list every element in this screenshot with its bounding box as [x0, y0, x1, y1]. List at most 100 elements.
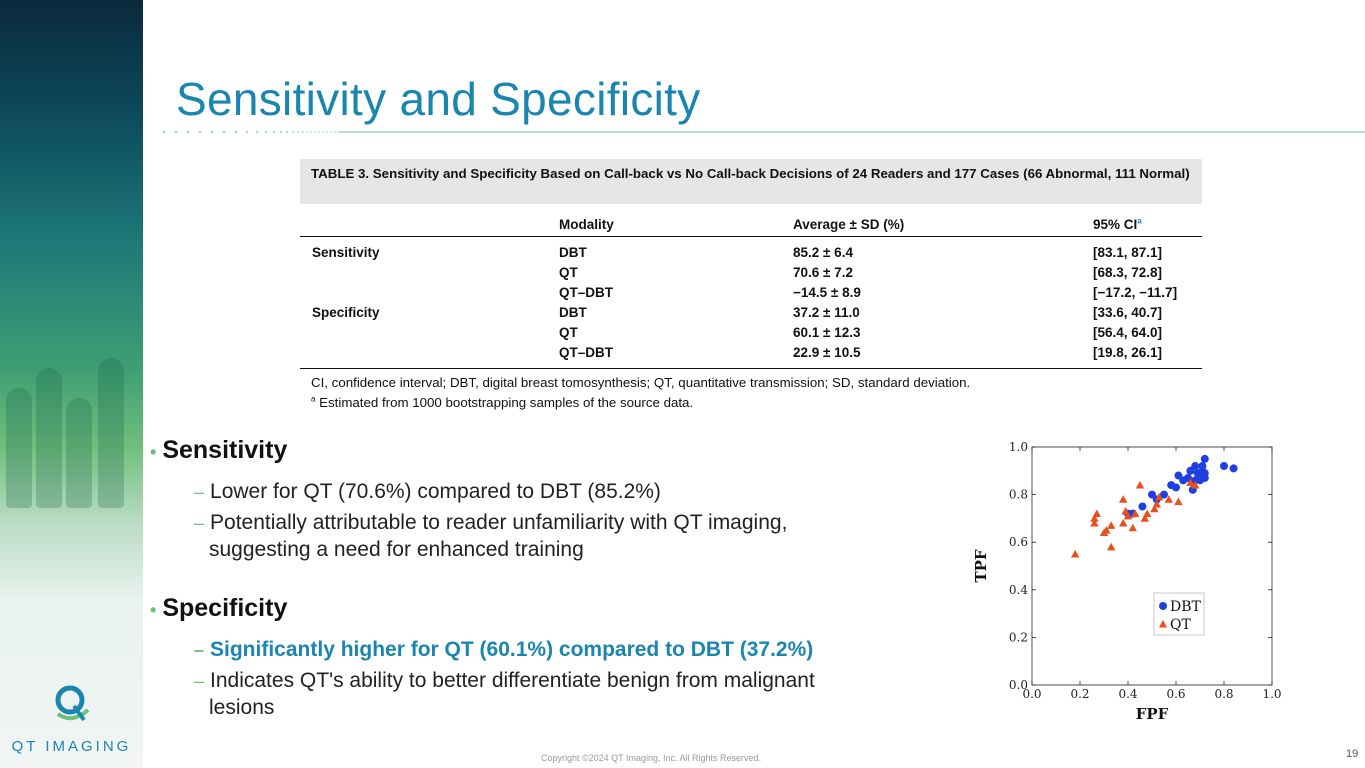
dash-icon: – [194, 671, 205, 691]
sub-bullet-continuation: lesions [209, 696, 275, 719]
qt-data-point [1143, 509, 1152, 517]
y-tick-label: 0.0 [1009, 678, 1028, 692]
legend-label: QT [1170, 617, 1191, 633]
qt-data-point [1090, 514, 1099, 522]
roc-scatter-chart: 0.0 0.2 0.4 0.6 0.8 1.0 0.0 0.2 0.4 0.6 0.8 1.0 FPF T… [970, 437, 1288, 733]
dbt-data-point [1220, 462, 1228, 471]
y-tick-label: 0.2 [1009, 630, 1028, 644]
cell-average: 60.1 ± 12.3 [793, 325, 861, 340]
bullet-sensitivity: • Sensitivity [150, 436, 287, 465]
table-footnotes: CI, confidence interval; DBT, digital br… [300, 369, 1202, 413]
dbt-data-point [1229, 464, 1238, 473]
y-tick-label: 1.0 [1009, 440, 1028, 454]
y-tick-label: 0.8 [1009, 488, 1028, 502]
logo-mark-icon [55, 685, 90, 722]
qt-data-point [1152, 499, 1161, 508]
header-ci-footnote-mark: a [1137, 216, 1142, 226]
silhouette-decoration [36, 368, 62, 508]
table-row: QT 60.1 ± 12.3 [56.4, 64.0] [300, 325, 1202, 345]
qt-data-point [1102, 526, 1111, 534]
decorative-side-band: QT IMAGING [0, 0, 143, 768]
table-row: QT–DBT −14.5 ± 8.9 [−17.2, −11.7] [300, 285, 1202, 305]
sub-bullet-continuation: suggesting a need for enhanced training [209, 538, 584, 561]
table-row: Sensitivity DBT 85.2 ± 6.4 [83.1, 87.1] [300, 245, 1202, 265]
sub-bullet: – Potentially attributable to reader unfa… [194, 507, 787, 539]
dbt-data-point [1200, 469, 1209, 478]
x-tick-label: 0.0 [1022, 687, 1041, 701]
cell-measure: Sensitivity [312, 245, 380, 260]
x-tick-label: 1.0 [1262, 687, 1281, 701]
bullet-specificity: • Specificity [150, 594, 287, 623]
y-axis-label: TPF [972, 549, 990, 582]
legend-dbt-marker [1159, 602, 1167, 610]
qt-data-point [1119, 495, 1128, 503]
silhouette-decoration [98, 358, 124, 508]
cell-average: 85.2 ± 6.4 [793, 245, 853, 260]
header-modality: Modality [559, 217, 614, 232]
qt-data-point [1135, 480, 1145, 489]
cell-average: −14.5 ± 8.9 [793, 285, 861, 300]
table-caption: TABLE 3. Sensitivity and Specificity Bas… [300, 159, 1202, 204]
qt-data-point [1150, 504, 1159, 513]
title-dotted-rule [162, 130, 1365, 134]
qt-data-point [1128, 523, 1137, 532]
cell-ci: [68.3, 72.8] [1093, 265, 1163, 280]
qt-data-point [1131, 509, 1140, 517]
sub-bullet: – Indicates QT's ability to better differ… [194, 665, 815, 697]
qt-data-point [1107, 542, 1116, 551]
dash-icon: – [194, 482, 205, 502]
bullet-heading: Specificity [162, 594, 288, 622]
header-average: Average ± SD (%) [793, 217, 905, 232]
sub-bullet: – Lower for QT (70.6%) compared to DBT (8… [194, 476, 661, 508]
y-tick-label: 0.6 [1009, 535, 1028, 549]
cell-modality: QT–DBT [559, 345, 613, 360]
qt-data-point [1191, 480, 1200, 489]
qt-data-point [1119, 518, 1128, 527]
legend-qt-marker [1159, 620, 1167, 628]
qt-data-point [1092, 509, 1101, 517]
page-number: 19 [1346, 748, 1359, 760]
sub-bullet-text: Potentially attributable to reader unfam… [210, 511, 788, 534]
header-ci-text: 95% CI [1093, 217, 1138, 232]
x-tick-label: 0.8 [1214, 687, 1233, 701]
bullet-dot-icon: • [150, 442, 157, 462]
table-row: Specificity DBT 37.2 ± 11.0 [33.6, 40.7] [300, 305, 1202, 325]
legend-label: DBT [1170, 599, 1202, 615]
qt-data-point [1140, 514, 1149, 522]
dbt-data-point [1172, 483, 1180, 492]
footnote-mark: a [311, 394, 316, 404]
cell-measure: Specificity [312, 305, 380, 320]
x-tick-label: 0.4 [1118, 687, 1137, 701]
logo-text: QT IMAGING [11, 738, 132, 755]
qt-data-point [1174, 497, 1183, 506]
cell-ci: [83.1, 87.1] [1093, 245, 1163, 260]
x-axis-label: FPF [1136, 705, 1169, 723]
qt-data-point [1090, 518, 1099, 527]
table-body: Sensitivity DBT 85.2 ± 6.4 [83.1, 87.1] … [300, 237, 1202, 369]
results-table: TABLE 3. Sensitivity and Specificity Bas… [300, 159, 1202, 411]
silhouette-decoration [66, 398, 92, 508]
dbt-data-point [1138, 502, 1147, 511]
qt-data-point [1123, 511, 1133, 520]
cell-average: 37.2 ± 11.0 [793, 305, 860, 320]
copyright-notice: Copyright ©2024 QT Imaging, Inc. All Rig… [541, 753, 762, 763]
dbt-data-point [1200, 454, 1209, 463]
dbt-data-point [1191, 462, 1200, 471]
dash-icon: – [194, 513, 205, 533]
x-tick-label: 0.2 [1070, 687, 1089, 701]
table-row: QT 70.6 ± 7.2 [68.3, 72.8] [300, 265, 1202, 285]
qt-data-point [1164, 495, 1173, 503]
cell-ci: [56.4, 64.0] [1093, 325, 1163, 340]
sub-bullet-highlight: – Significantly higher for QT (60.1%) com… [194, 634, 813, 666]
qt-imaging-logo: QT IMAGING [0, 680, 143, 760]
cell-ci: [19.8, 26.1] [1093, 345, 1163, 360]
x-tick-label: 0.6 [1166, 687, 1185, 701]
footnote-abbreviations: CI, confidence interval; DBT, digital br… [311, 375, 971, 390]
dbt-data-point [1198, 462, 1207, 471]
sub-bullet-text: Indicates QT's ability to better differe… [210, 669, 815, 692]
qt-data-point [1155, 492, 1164, 501]
footnote-bootstrap-text: Estimated from 1000 bootstrapping sample… [315, 395, 694, 410]
table-row: QT–DBT 22.9 ± 10.5 [19.8, 26.1] [300, 345, 1202, 365]
cell-ci: [33.6, 40.7] [1093, 305, 1163, 320]
